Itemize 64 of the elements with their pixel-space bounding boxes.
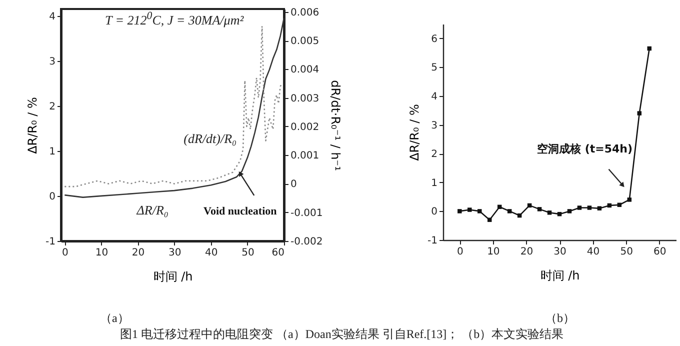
annotation: 空洞成核 (t=54h) <box>536 142 632 156</box>
x-tick-label: 50 <box>620 246 633 258</box>
y2-tick-label: 0.002 <box>290 122 320 133</box>
x-tick-label: 30 <box>168 248 182 258</box>
x-tick-label: 40 <box>205 248 218 258</box>
point <box>627 198 632 202</box>
y2-tick-label: 0.003 <box>290 93 320 104</box>
x-axis-title: 时间 /h <box>153 270 193 284</box>
y-tick-label: 2 <box>431 149 438 160</box>
point <box>468 208 472 212</box>
y2-axis-title: dR/dt·R₀⁻¹ / h⁻¹ <box>328 80 343 172</box>
y2-tick-label: -0.001 <box>290 208 323 219</box>
y2-tick-label: 0.006 <box>290 7 320 18</box>
point <box>487 218 492 222</box>
series-label: (dR/dt)/R₀ <box>184 130 237 146</box>
text: （a） <box>100 310 130 327</box>
x-tick-label: 40 <box>586 246 600 258</box>
y-tick-label: 1 <box>431 178 438 189</box>
x-tick-label: 60 <box>653 246 666 258</box>
y2-tick-label: 0 <box>290 179 297 190</box>
y2-tick-label: 0.004 <box>290 64 320 76</box>
caption: 图1 电迁移过程中的电阻突变 （a）Doan实验结果 引自Ref.[13]； （b）本文实验结果 <box>120 326 564 343</box>
point <box>637 111 642 116</box>
x-tick-label: 20 <box>132 248 145 258</box>
point <box>617 202 622 207</box>
y-tick-label: 5 <box>431 62 438 74</box>
x-tick-label: 10 <box>487 246 500 258</box>
series-label: ΔR/R₀ <box>136 202 168 218</box>
x-tick-label: 30 <box>554 246 566 258</box>
x-axis-title: 时间 /h <box>540 268 580 282</box>
y-tick-label: 3 <box>49 56 56 68</box>
point <box>477 209 482 214</box>
point <box>537 207 542 212</box>
x-tick-label: 20 <box>520 246 534 258</box>
y-tick-label: 4 <box>49 11 56 22</box>
point <box>458 209 462 214</box>
x-tick-label: 0 <box>62 248 68 258</box>
y-tick-label: 1 <box>49 146 56 158</box>
y-tick-label: -1 <box>46 236 56 248</box>
point <box>547 210 552 215</box>
y2-tick-label: -0.002 <box>290 236 323 248</box>
y-tick-label: 3 <box>431 120 438 132</box>
y-tick-label: 6 <box>431 34 438 45</box>
y2-tick-label: 0.005 <box>290 36 320 48</box>
point <box>507 209 512 214</box>
x-tick-label: 60 <box>272 248 284 258</box>
y2-tick-label: 0.001 <box>290 150 320 162</box>
y-tick-label: 0 <box>431 206 438 218</box>
y-axis-title: ΔR/R₀ / % <box>408 104 422 161</box>
y-tick-label: 0 <box>49 191 56 202</box>
text: （b） <box>545 310 575 327</box>
annotation: Void nucleation <box>204 205 277 218</box>
point <box>587 206 592 210</box>
y-tick-label: 4 <box>431 92 438 102</box>
x-tick-label: 0 <box>456 246 464 258</box>
point <box>577 206 582 210</box>
y-axis-title: ΔR/R₀ / % <box>26 97 40 154</box>
x-tick-label: 10 <box>95 248 108 258</box>
point <box>597 206 602 210</box>
y-tick-label: -1 <box>428 236 438 246</box>
annotation: T = 212$^{0}$C, J = 30MA/μm² <box>105 10 244 28</box>
y-tick-label: 2 <box>49 101 56 112</box>
x-tick-label: 50 <box>242 248 254 258</box>
point <box>567 209 572 214</box>
